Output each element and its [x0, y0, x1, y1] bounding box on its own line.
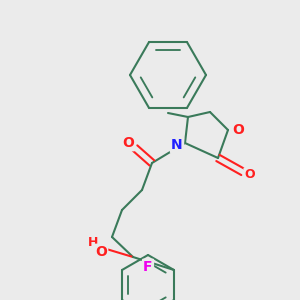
Text: F: F	[143, 260, 153, 274]
Text: N: N	[171, 138, 183, 152]
Text: O: O	[95, 245, 107, 259]
Text: H: H	[88, 236, 98, 250]
Text: O: O	[232, 123, 244, 137]
Text: O: O	[122, 136, 134, 150]
Text: O: O	[245, 169, 255, 182]
